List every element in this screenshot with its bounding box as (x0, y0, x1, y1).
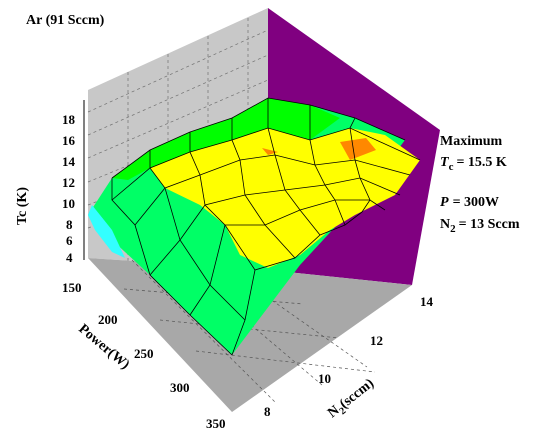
y-tick-12: 12 (370, 333, 383, 348)
surface-region-cyan (88, 205, 125, 258)
surface-mesh (111, 97, 421, 356)
z-tick-16: 16 (62, 133, 76, 148)
surface-region-orange-peak (340, 138, 376, 160)
x-tick-200: 200 (98, 312, 118, 327)
x-tick-300: 300 (170, 380, 190, 395)
surface-region-lime (112, 98, 340, 180)
z-axis-label: Tc (K) (15, 187, 30, 225)
z-axis: 18 16 14 12 10 8 6 4 (62, 100, 85, 265)
annotation-n2: N2 = 13 Sccm (440, 217, 520, 235)
maximum-annotation: Maximum Tc = 15.5 K P = 300W N2 = 13 Sccm (440, 134, 520, 235)
mesh-col-1 (149, 150, 246, 321)
y-tick-8: 8 (264, 404, 271, 419)
y-tick-10: 10 (318, 371, 331, 386)
y-tick-14: 14 (420, 294, 434, 309)
mesh-col-4 (267, 98, 321, 236)
floor (88, 258, 412, 412)
surface-region-yellow (150, 128, 420, 268)
x-axis-label: Power(W) (75, 322, 132, 373)
z-tick-12: 12 (62, 175, 75, 190)
annotation-tc: Tc = 15.5 K (440, 155, 507, 173)
surface-region-orange-small (262, 148, 278, 155)
x-tick-250: 250 (134, 346, 154, 361)
z-tick-10: 10 (62, 196, 75, 211)
z-tick-8: 8 (66, 217, 73, 232)
z-tick-18: 18 (62, 112, 76, 127)
annotation-power: P = 300W (440, 195, 499, 210)
z-tick-14: 14 (62, 154, 76, 169)
mesh-line-1 (111, 127, 421, 201)
chart-title: Ar (91 Sccm) (26, 13, 105, 28)
mesh-col-5 (309, 105, 346, 226)
surface (88, 98, 420, 355)
mesh-line-0 (111, 97, 406, 179)
mesh-line-3 (149, 177, 401, 276)
z-tick-4: 4 (66, 250, 73, 265)
svg-text:N2(sccm): N2(sccm) (325, 376, 379, 424)
annotation-maximum: Maximum (440, 134, 503, 149)
mesh-line-4 (189, 199, 386, 316)
mesh-line-2 (134, 154, 411, 226)
y-axis: 8 10 12 14 (264, 294, 434, 419)
mesh-col-6 (349, 117, 371, 213)
x-tick-150: 150 (62, 280, 82, 295)
mesh-col-3 (231, 118, 296, 259)
mesh-col-0 (111, 178, 233, 356)
y-axis-label: N2(sccm) (325, 376, 379, 424)
mesh-col-2 (189, 132, 256, 271)
x-tick-350: 350 (206, 416, 226, 431)
z-tick-6: 6 (66, 233, 73, 248)
x-axis: 150 200 250 300 350 (62, 280, 226, 431)
